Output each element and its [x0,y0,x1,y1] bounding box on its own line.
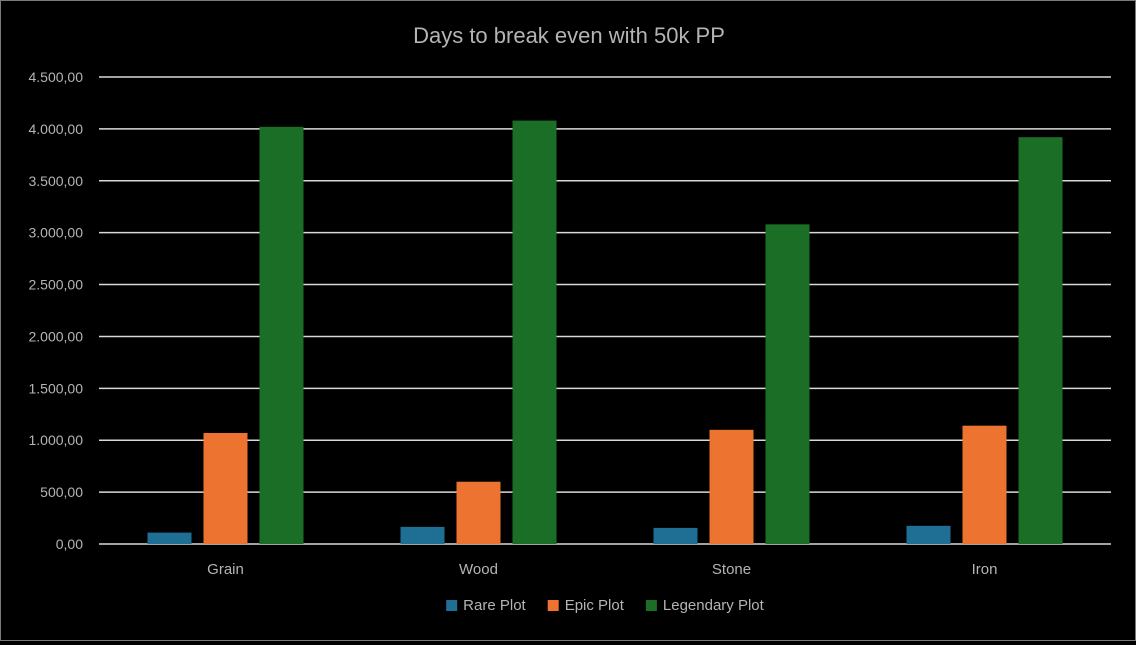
y-tick-label: 4.500,00 [29,69,84,85]
x-category-label: Stone [712,561,751,578]
y-tick-label: 3.500,00 [29,173,84,189]
bar-legendary-plot-stone [765,224,810,544]
x-category-label: Iron [972,561,998,578]
y-tick-label: 3.000,00 [29,225,84,241]
bars [147,120,1063,545]
bar-legendary-plot-wood [512,120,557,544]
legend-label-rare-plot: Rare Plot [463,597,526,614]
chart-title: Days to break even with 50k PP [413,23,725,48]
legend-label-epic-plot: Epic Plot [565,597,625,614]
bar-legendary-plot-iron [1018,137,1063,545]
y-tick-label: 0,00 [56,536,83,552]
bar-rare-plot-stone [653,527,698,544]
y-tick-label: 2.500,00 [29,277,84,293]
y-axis-ticks: 0,00 500,00 1.000,00 1.500,00 2.000,00 2.500,… [29,69,84,552]
bar-rare-plot-wood [400,526,445,544]
legend-swatch-epic-plot [547,600,559,611]
bar-legendary-plot-grain [259,126,304,545]
y-tick-label: 500,00 [40,484,83,500]
bar-rare-plot-iron [906,525,951,544]
x-category-label: Wood [459,561,498,578]
x-axis-categories: Grain Wood Stone Iron [207,561,997,578]
legend-swatch-rare-plot [446,600,458,611]
y-tick-label: 2.000,00 [29,328,84,344]
bar-epic-plot-iron [962,425,1007,544]
bar-epic-plot-stone [709,429,754,544]
bar-rare-plot-grain [147,532,192,544]
bar-epic-plot-wood [456,481,501,544]
legend: Rare Plot Epic Plot Legendary Plot [446,597,765,614]
y-tick-label: 4.000,00 [29,121,84,137]
x-category-label: Grain [207,561,244,578]
legend-label-legendary-plot: Legendary Plot [663,597,765,614]
gridlines [99,76,1111,545]
y-tick-label: 1.000,00 [29,432,84,448]
bar-epic-plot-grain [203,432,248,544]
y-tick-label: 1.500,00 [29,380,84,396]
legend-swatch-legendary-plot [645,600,657,611]
